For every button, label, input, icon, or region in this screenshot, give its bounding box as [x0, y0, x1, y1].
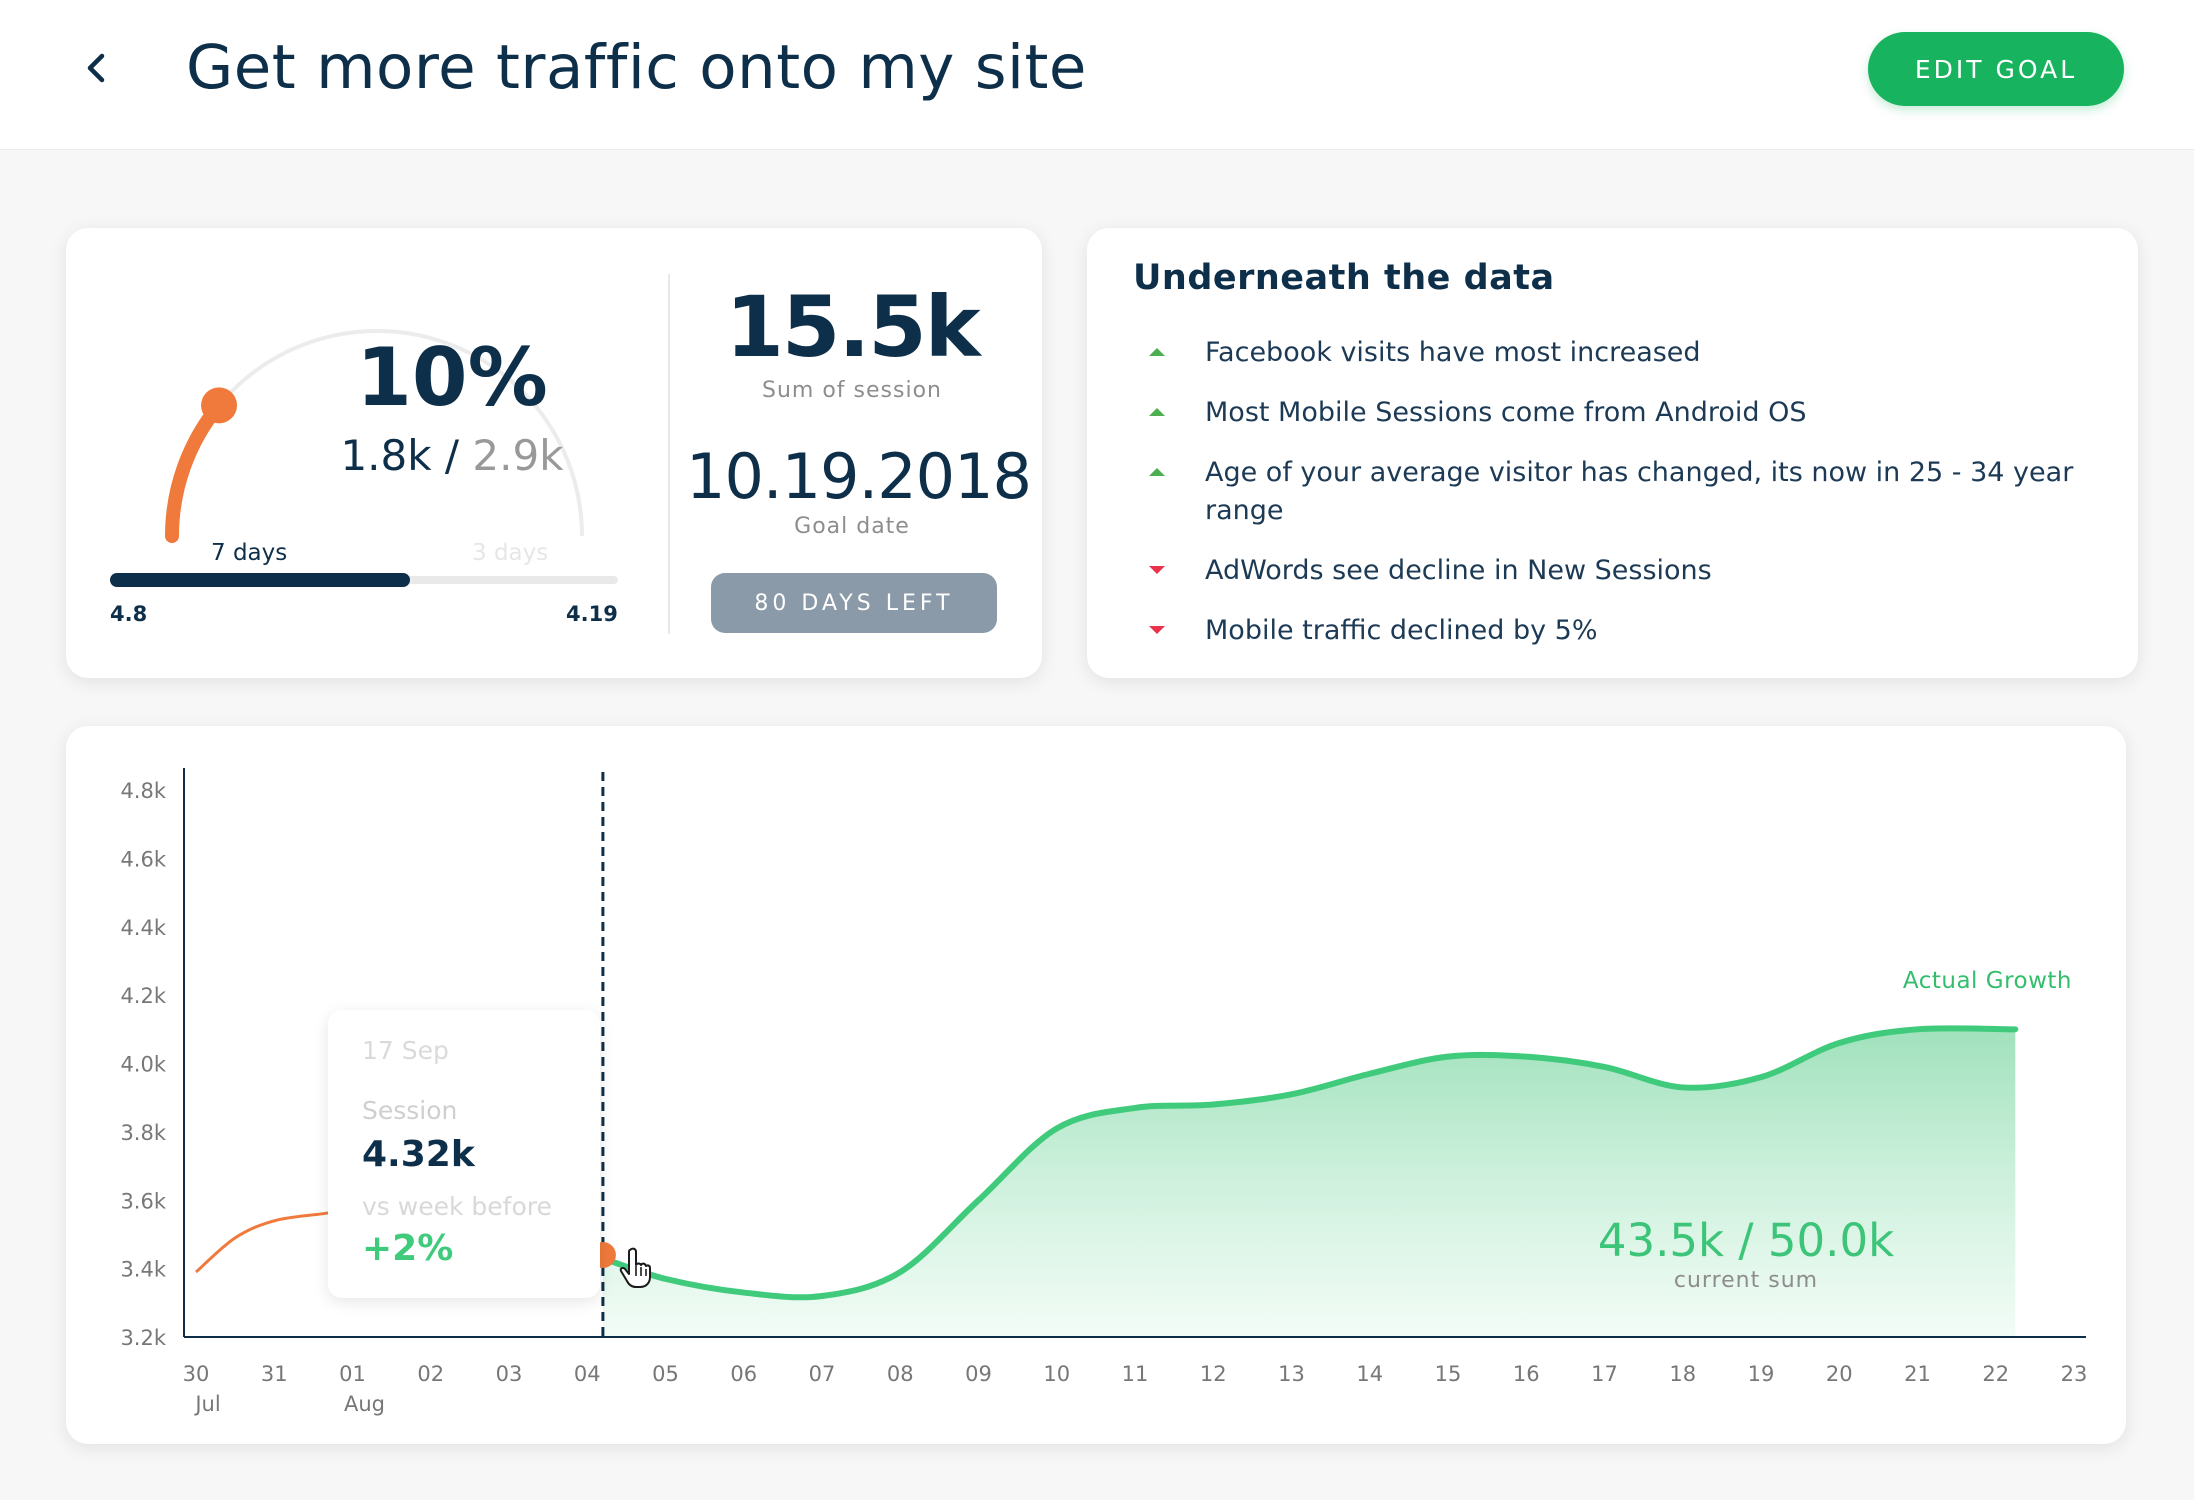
x-tick-label: 14: [1356, 1362, 1383, 1386]
insight-text: Facebook visits have most increased: [1205, 337, 1701, 368]
x-tick-label: 30: [183, 1362, 210, 1386]
tooltip-vs-value: +2%: [362, 1228, 454, 1269]
header-bar: Get more traffic onto my site EDIT GOAL: [0, 0, 2194, 150]
x-tick-label: 31: [261, 1362, 288, 1386]
x-tick-label: 13: [1278, 1362, 1305, 1386]
y-tick-label: 3.6k: [120, 1189, 166, 1213]
insight-item: Age of your average visitor has changed,…: [1147, 454, 2107, 530]
x-tick-label: 09: [965, 1362, 992, 1386]
x-tick-label: 20: [1826, 1362, 1853, 1386]
x-tick-label: 23: [2061, 1362, 2088, 1386]
sessions-chart-card: 3.2k 3.4k 3.6k 3.8k 4.0k 4.2k 4.4k 4.6k 4.8k 30 Ju…: [66, 726, 2126, 1444]
series-label-actual-growth: Actual Growth: [1902, 968, 2072, 994]
x-tick-label: 03: [496, 1362, 523, 1386]
insight-text: Age of your average visitor has changed,…: [1205, 457, 2074, 526]
period-track-fill: [110, 573, 410, 587]
y-tick-label: 3.8k: [120, 1121, 166, 1145]
x-tick-label: 18: [1669, 1362, 1696, 1386]
range-start-label: 4.8: [110, 602, 148, 626]
goal-target: 2.9k: [472, 431, 564, 480]
y-tick-label: 4.6k: [120, 847, 166, 871]
trend-down-icon: [1149, 626, 1165, 634]
tooltip-session-label: Session: [362, 1096, 458, 1125]
x-sub-label: Jul: [193, 1392, 220, 1416]
range-end-label: 4.19: [566, 602, 618, 626]
tooltip-date: 17 Sep: [362, 1036, 449, 1065]
tooltip-vs-label: vs week before: [362, 1192, 552, 1221]
trend-up-icon: [1149, 408, 1165, 416]
trend-up-icon: [1149, 468, 1165, 476]
gauge-fill: [165, 398, 227, 543]
y-tick-label: 3.4k: [120, 1258, 166, 1282]
back-arrow-icon[interactable]: [78, 48, 118, 88]
actual-growth-area: [602, 1028, 2016, 1337]
y-tick-label: 4.2k: [120, 984, 166, 1008]
insight-item: Mobile traffic declined by 5%: [1147, 612, 2107, 650]
insight-text: AdWords see decline in New Sessions: [1205, 555, 1712, 586]
actual-growth-line: [599, 1025, 2019, 1301]
progress-gauge: [165, 329, 584, 543]
goal-progress-card: 10% 1.8k / 2.9k 7 days 3 days 4.8 4.19 1…: [66, 228, 1042, 678]
x-tick-label: 07: [809, 1362, 836, 1386]
x-tick-label: 22: [1982, 1362, 2009, 1386]
y-tick-label: 4.4k: [120, 916, 166, 940]
x-tick-label: 16: [1513, 1362, 1540, 1386]
y-tick-label: 4.0k: [120, 1053, 166, 1077]
trend-down-icon: [1149, 566, 1165, 574]
x-tick-label: 02: [417, 1362, 444, 1386]
card-divider: [668, 274, 670, 634]
x-tick-label: 17: [1591, 1362, 1618, 1386]
gauge-knob: [201, 387, 238, 424]
current-sum-value: 43.5k / 50.0k: [1597, 1214, 1895, 1267]
insights-title: Underneath the data: [1133, 258, 1555, 298]
x-tick-label: 15: [1435, 1362, 1462, 1386]
hand-pointer-icon: [619, 1247, 651, 1288]
insights-card: Underneath the data Facebook visits have…: [1087, 228, 2138, 678]
y-tick-label: 3.2k: [120, 1326, 166, 1350]
x-tick-label: 04: [574, 1362, 601, 1386]
goal-percent: 10%: [356, 331, 548, 424]
x-tick-label: 06: [730, 1362, 757, 1386]
goal-separator: /: [431, 431, 473, 480]
goal-date-label: Goal date: [794, 514, 910, 539]
x-sub-label: Aug: [344, 1392, 385, 1416]
y-tick-label: 4.8k: [120, 779, 166, 803]
x-tick-label: 05: [652, 1362, 679, 1386]
x-tick-label: 10: [1043, 1362, 1070, 1386]
goal-fraction: 1.8k / 2.9k: [272, 431, 632, 480]
trend-up-icon: [1149, 348, 1165, 356]
insight-item: Facebook visits have most increased: [1147, 334, 2107, 372]
x-tick-label: 01: [339, 1362, 366, 1386]
chart-tooltip: 17 Sep Session 4.32k vs week before +2%: [328, 1010, 600, 1298]
x-tick-label: 11: [1122, 1362, 1149, 1386]
period-active-label[interactable]: 7 days: [211, 540, 288, 566]
x-tick-label: 21: [1904, 1362, 1931, 1386]
sum-of-session-label: Sum of session: [762, 378, 942, 403]
page-title: Get more traffic onto my site: [186, 32, 1087, 103]
current-sum-label: current sum: [1673, 1268, 1819, 1293]
x-tick-label: 08: [887, 1362, 914, 1386]
insight-text: Most Mobile Sessions come from Android O…: [1205, 397, 1807, 428]
sum-of-session-value: 15.5k: [725, 278, 980, 376]
insight-item: AdWords see decline in New Sessions: [1147, 552, 2107, 590]
insights-list: Facebook visits have most increased Most…: [1147, 334, 2107, 672]
x-tick-label: 12: [1200, 1362, 1227, 1386]
insight-text: Mobile traffic declined by 5%: [1205, 615, 1598, 646]
goal-date-value: 10.19.2018: [686, 440, 1032, 513]
goal-current: 1.8k: [340, 431, 432, 480]
tooltip-session-value: 4.32k: [362, 1134, 475, 1175]
x-tick-label: 19: [1748, 1362, 1775, 1386]
insight-item: Most Mobile Sessions come from Android O…: [1147, 394, 2107, 432]
days-left-badge: 80 DAYS LEFT: [711, 573, 997, 633]
period-inactive-label[interactable]: 3 days: [472, 540, 549, 566]
edit-goal-button[interactable]: EDIT GOAL: [1868, 32, 2124, 106]
